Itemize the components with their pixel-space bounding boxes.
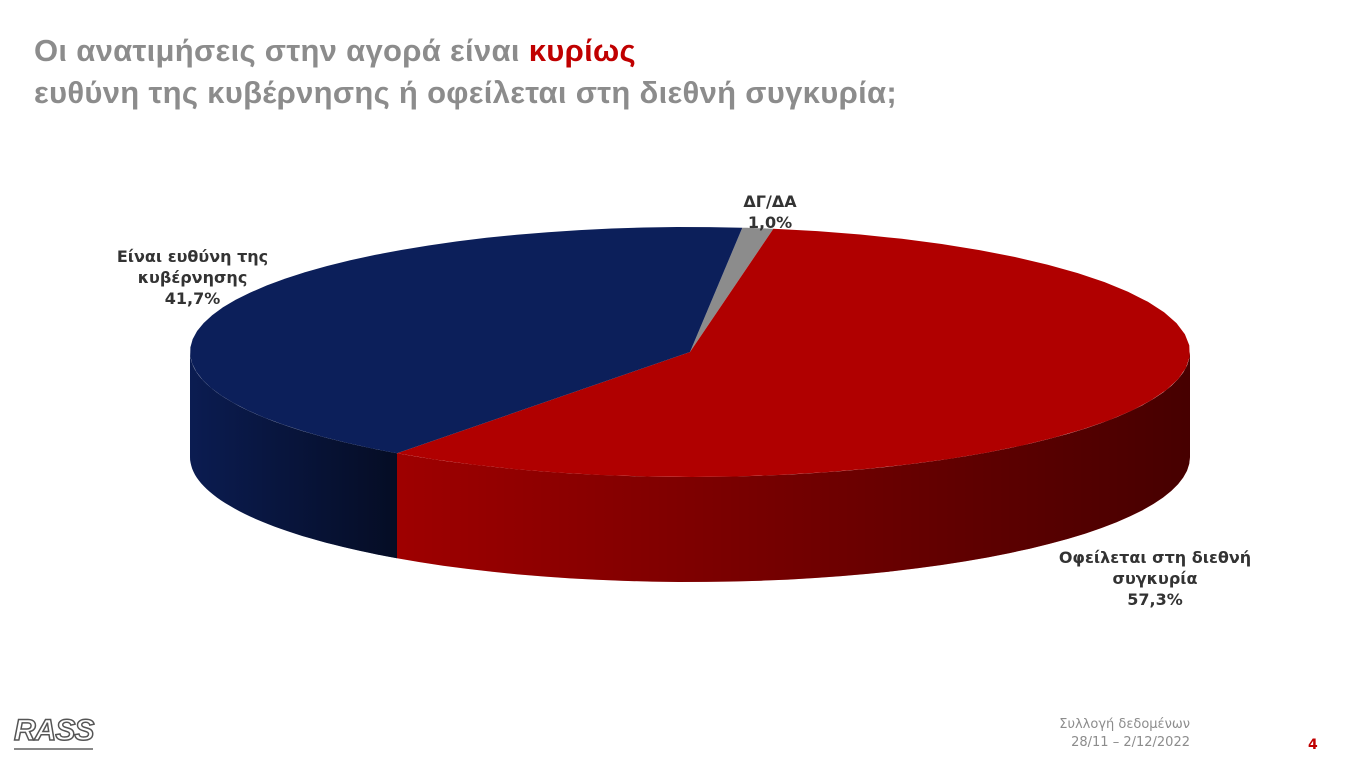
footer: Συλλογή δεδομένων 28/11 – 2/12/2022 (1010, 716, 1190, 752)
slice (690, 227, 774, 352)
slice-side-shade (190, 352, 397, 559)
value-label: 41,7% (164, 289, 221, 308)
logo: RASS (13, 713, 95, 750)
footer-dates: 28/11 – 2/12/2022 (1071, 735, 1190, 750)
category-label: Είναι ευθύνη της κυβέρνησης (116, 247, 269, 287)
chart-title: Οι ανατιμήσεις στην αγορά είναι κυρίως ε… (34, 30, 897, 114)
title-part: ευθύνη της κυβέρνησης ή οφείλεται στη δι… (34, 75, 897, 110)
title-part: Οι ανατιμήσεις στην αγορά είναι (34, 33, 520, 68)
data-label: Είναι ευθύνη της κυβέρνησης 41,7% (100, 246, 285, 309)
slice (397, 228, 1190, 477)
category-label: ΔΓ/ΔΑ (743, 192, 797, 211)
value-label: 1,0% (747, 213, 793, 232)
slice (190, 227, 743, 454)
value-label: 57,3% (1127, 590, 1183, 609)
data-label: ΔΓ/ΔΑ 1,0% (700, 191, 840, 233)
data-label: Οφείλεται στη διεθνή συγκυρία 57,3% (1040, 547, 1270, 610)
slice-side-shade (397, 352, 1190, 582)
footer-caption: Συλλογή δεδομένων (1059, 717, 1190, 732)
page-number: 4 (1308, 737, 1318, 753)
title-highlight: κυρίως (528, 33, 636, 68)
category-label: Οφείλεται στη διεθνή συγκυρία (1058, 548, 1252, 588)
